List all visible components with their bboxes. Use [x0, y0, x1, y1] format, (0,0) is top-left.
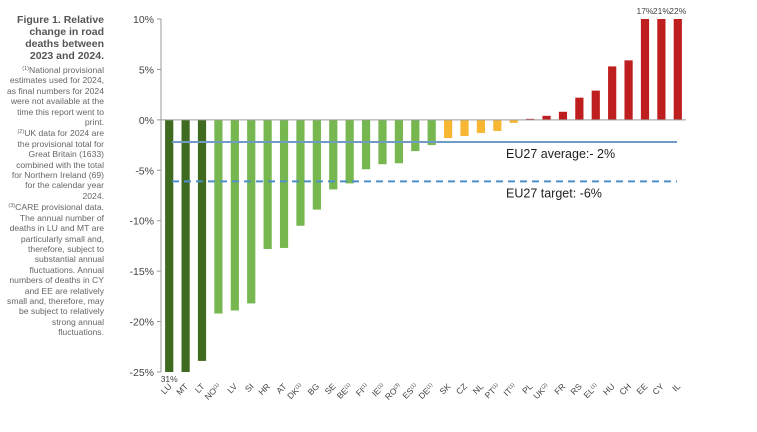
y-tick-label: 0%: [139, 115, 154, 127]
x-tick-label: DK(1): [285, 381, 305, 401]
y-axis: 10% 5% 0% -5% -10% -15% -20% -25%: [129, 14, 162, 379]
bar-hu: [608, 66, 617, 120]
x-tick-label: ES(1): [400, 381, 420, 401]
x-tick-label: IE(1): [370, 381, 387, 398]
bar-mt: [181, 119, 190, 372]
x-tick-label: UK(2): [531, 381, 551, 401]
bar-sk: [444, 119, 453, 139]
x-tick-label: BE(1): [335, 381, 355, 401]
eu27-average-label: EU27 average:- 2%: [506, 147, 615, 161]
figure-title: Figure 1. Relative change in road deaths…: [17, 14, 104, 62]
x-tick-label: CZ: [454, 381, 469, 396]
x-tick-label: CH: [617, 381, 633, 397]
x-tick-label: NO(1): [202, 381, 223, 402]
bar-lt: [197, 119, 207, 361]
x-tick-label: EL(1): [581, 381, 600, 400]
bar-it: [509, 119, 518, 123]
data-labels: 31% 17% 21% 22%: [161, 6, 687, 384]
bar-de: [427, 119, 436, 146]
bar-el: [591, 90, 600, 120]
footnote-2: (2)UK data for 2024 are the provisional …: [4, 128, 104, 201]
data-label: 21%: [653, 6, 670, 16]
x-tick-label: DE(1): [416, 381, 436, 401]
bar-lv: [230, 119, 239, 311]
y-tick-label: -15%: [129, 266, 154, 278]
footnote-1-text: National provisional estimates used for …: [7, 65, 104, 128]
figure-caption: Figure 1. Relative change in road deaths…: [4, 14, 104, 339]
bar-hr: [263, 119, 272, 249]
bar-be: [345, 119, 354, 184]
y-tick-label: -25%: [129, 367, 154, 379]
x-tick-label: HR: [256, 381, 272, 397]
x-tick-label: PT(1): [483, 381, 502, 400]
bar-cy: [657, 19, 666, 120]
x-tick-label: SK: [437, 381, 452, 396]
footnote-1: (1)National provisional estimates used f…: [4, 65, 104, 127]
x-tick-label: IL: [670, 381, 682, 393]
bar-fi: [361, 119, 371, 170]
bar-bg: [312, 119, 321, 210]
bar-cz: [460, 119, 469, 136]
bar-no: [214, 119, 223, 314]
data-label: 22%: [669, 6, 686, 16]
y-tick-label: -10%: [129, 216, 154, 228]
x-tick-label: EE: [634, 381, 649, 396]
x-tick-label: IT(1): [501, 381, 518, 398]
bar-pt: [493, 119, 502, 131]
y-tick-label: -5%: [135, 165, 154, 177]
x-tick-label: RO(3): [383, 381, 404, 402]
data-label: 17%: [636, 6, 653, 16]
bar-il: [673, 19, 682, 120]
x-tick-label: BG: [306, 381, 322, 397]
y-tick-label: 10%: [133, 14, 154, 26]
bar-at: [279, 119, 289, 248]
x-tick-label: FR: [552, 381, 567, 396]
x-tick-label: CY: [650, 381, 666, 397]
bar-pl: [526, 118, 535, 120]
x-tick-label: LV: [225, 381, 239, 395]
bar-nl: [476, 119, 486, 133]
x-tick-label: FI(1): [354, 381, 371, 398]
footnote-3-text: CARE provisional data. The annual number…: [7, 202, 104, 338]
footnote-2-marker: (2): [17, 129, 25, 136]
bar-es: [411, 119, 420, 152]
bar-lu: [165, 119, 174, 372]
x-tick-label: SI: [243, 381, 256, 394]
footnote-1-marker: (1): [22, 66, 29, 72]
y-tick-label: 5%: [139, 64, 154, 76]
bar-ee: [640, 19, 650, 120]
bar-uk: [542, 115, 551, 120]
footnote-3-marker: (3): [8, 203, 16, 210]
bar-fr: [558, 111, 568, 120]
bar-ch: [624, 60, 633, 120]
bar-rs: [575, 97, 584, 120]
bars-group: [165, 19, 682, 372]
footnote-2-text: UK data for 2024 are the provisional tot…: [11, 128, 104, 201]
footnote-3: (3)CARE provisional data. The annual num…: [4, 202, 104, 337]
x-tick-label: HU: [601, 381, 617, 397]
bar-si: [247, 119, 256, 304]
eu27-target-label: EU27 target: -6%: [506, 186, 602, 200]
bar-dk: [296, 119, 305, 226]
reference-lines: EU27 average:- 2% EU27 target: -6%: [172, 141, 677, 200]
bar-se: [329, 119, 338, 190]
y-tick-label: -20%: [129, 317, 154, 329]
data-label: 31%: [161, 374, 178, 384]
